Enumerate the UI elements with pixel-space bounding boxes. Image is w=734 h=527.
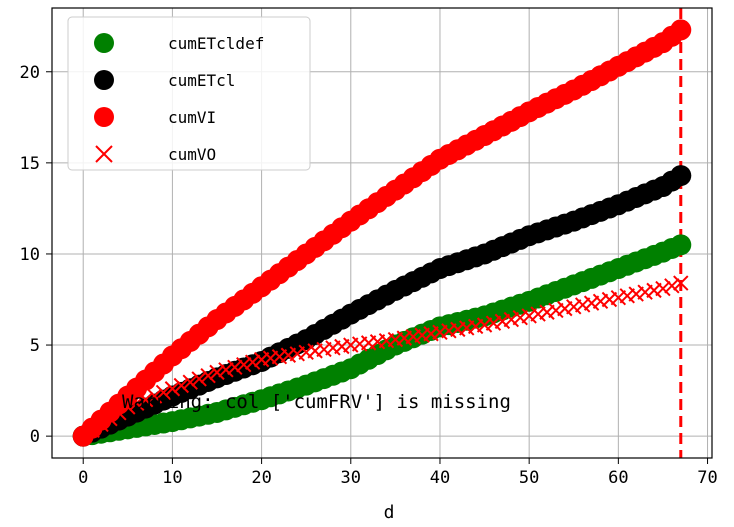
series-cumETcldef [72, 234, 692, 447]
legend-label: cumETcldef [168, 34, 264, 53]
legend-item-cumETcldef: cumETcldef [94, 33, 264, 53]
cumVO-point [209, 364, 225, 381]
cumVO-point [664, 278, 680, 294]
y-tick-label: 5 [30, 336, 40, 356]
legend-item-cumVI: cumVI [94, 107, 216, 127]
x-axis-label: d [384, 502, 395, 522]
cumETcldef-point [670, 234, 692, 256]
cumVO-point [673, 275, 689, 291]
cumVO-point [120, 399, 136, 415]
y-tick-label: 10 [20, 245, 40, 265]
legend-box [67, 16, 311, 171]
x-tick-label: 30 [341, 468, 361, 488]
legend-item-cumVO: cumVO [95, 145, 216, 164]
x-tick-label: 70 [697, 468, 717, 488]
cumVI-point [670, 19, 692, 41]
legend-label: cumVI [168, 108, 216, 127]
cumETcl-point [670, 165, 692, 187]
cumVO-point [218, 362, 234, 378]
cumVO-point [164, 381, 181, 397]
data-series [72, 19, 692, 447]
y-tick-label: 20 [20, 63, 40, 83]
x-tick-label: 60 [608, 468, 628, 488]
cumVO-point [227, 359, 243, 375]
legend-label: cumVO [168, 145, 216, 164]
y-tick-label: 15 [20, 154, 40, 174]
x-tick-label: 50 [519, 468, 539, 488]
x-tick-label: 40 [430, 468, 450, 488]
y-tick-label: 0 [30, 427, 40, 447]
cumVO-point [84, 422, 100, 439]
cumVO-point [173, 377, 190, 394]
x-tick-label: 20 [251, 468, 271, 488]
cumVO-point [102, 410, 118, 427]
cumVO-point [182, 374, 198, 390]
x-tick-label: 0 [78, 468, 88, 488]
warning-annotation: Warning: col ['cumFRV'] is missing [122, 391, 511, 413]
legend: cumETcldef cumETcl cumVI cumVO [67, 16, 311, 171]
legend-marker [95, 145, 113, 163]
cumVO-point [129, 395, 145, 412]
legend-marker [94, 33, 114, 53]
plot-frame [51, 7, 713, 459]
cumVO-point [191, 371, 207, 387]
cumVO-point [655, 280, 671, 297]
cumVO-point [137, 391, 154, 408]
x-tick-label: 10 [162, 468, 182, 488]
cumVO-point [200, 367, 216, 384]
series-cumETcl [72, 165, 692, 447]
axes: 0 10 20 30 40 50 60 70 0 5 10 15 20 [20, 7, 718, 488]
cumVO-point [146, 388, 163, 404]
legend-marker [94, 70, 114, 90]
cumVO-point [75, 428, 91, 444]
legend-item-cumETcl: cumETcl [94, 70, 235, 90]
series-cumVI [72, 19, 692, 447]
series-cumVO [75, 275, 689, 444]
cumVO-point [155, 384, 172, 401]
cumVO-point [236, 357, 252, 373]
legend-label: cumETcl [168, 71, 235, 90]
cumVO-point [111, 405, 127, 421]
cumVO-point [244, 354, 261, 370]
cumVO-point [93, 416, 109, 433]
legend-marker [94, 107, 114, 127]
